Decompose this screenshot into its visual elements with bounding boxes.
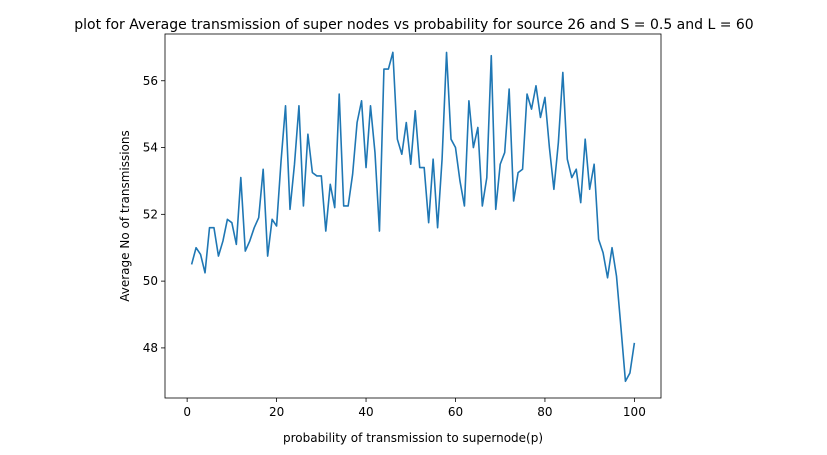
plot-area xyxy=(190,51,636,383)
chart-title: plot for Average transmission of super n… xyxy=(74,17,753,33)
y-tick-label: 52 xyxy=(143,207,158,221)
x-axis-label: probability of transmission to supernode… xyxy=(283,431,543,445)
x-axis-ticks: 0 20 40 60 80 100 xyxy=(183,398,646,419)
series-line-0 xyxy=(190,51,636,383)
plot-frame xyxy=(164,33,662,399)
y-tick-label: 50 xyxy=(143,274,158,288)
x-tick-label: 20 xyxy=(269,405,284,419)
y-tick-label: 54 xyxy=(143,141,158,155)
y-axis-ticks: 48 50 52 54 56 xyxy=(143,74,165,355)
x-tick-label: 80 xyxy=(537,405,552,419)
x-tick-label: 0 xyxy=(183,405,191,419)
y-tick-label: 48 xyxy=(143,341,158,355)
x-tick-label: 40 xyxy=(358,405,373,419)
x-tick-label: 100 xyxy=(623,405,646,419)
y-axis-label: Average No of transmissions xyxy=(118,130,132,302)
y-tick-label: 56 xyxy=(143,74,158,88)
x-tick-label: 60 xyxy=(448,405,463,419)
